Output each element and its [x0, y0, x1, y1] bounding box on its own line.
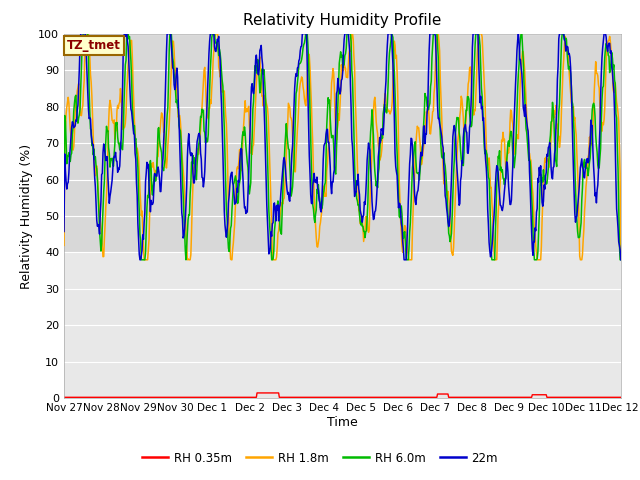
X-axis label: Time: Time: [327, 416, 358, 429]
Text: TZ_tmet: TZ_tmet: [67, 39, 121, 52]
Bar: [64, 34, 621, 252]
Y-axis label: Relativity Humidity (%): Relativity Humidity (%): [20, 144, 33, 288]
Legend: RH 0.35m, RH 1.8m, RH 6.0m, 22m: RH 0.35m, RH 1.8m, RH 6.0m, 22m: [137, 447, 503, 469]
Title: Relativity Humidity Profile: Relativity Humidity Profile: [243, 13, 442, 28]
